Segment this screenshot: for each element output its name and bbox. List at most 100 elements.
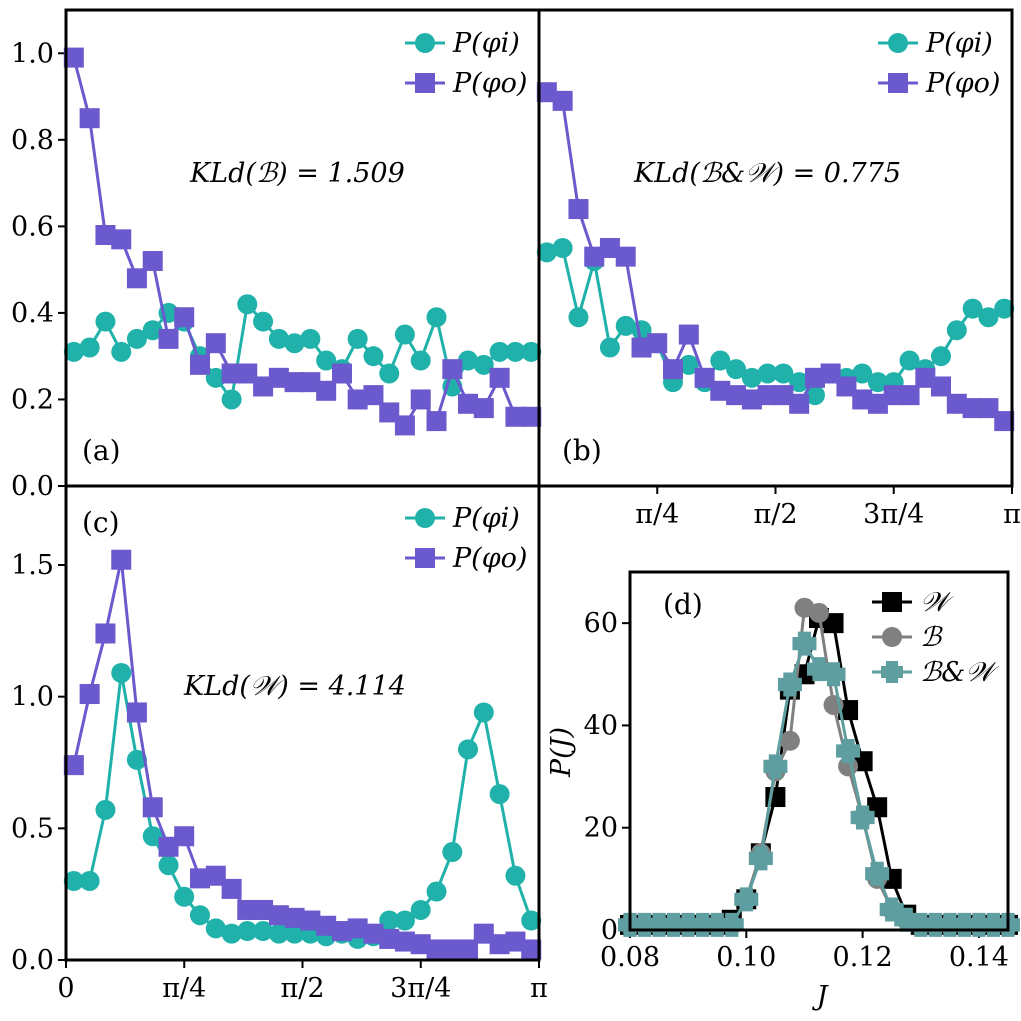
- panel-c-frame: [64, 484, 541, 962]
- panel-d-xtick-label: 0.12: [833, 942, 893, 973]
- panel-a-series-0-point: [394, 324, 415, 345]
- panel-a-series-1-point: [79, 108, 100, 129]
- panel-b-series-1-point: [962, 398, 983, 419]
- panel-d-legend-label-0: 𝒲: [920, 587, 954, 618]
- panel-a-series-1-point: [126, 268, 147, 289]
- panel-a-series-1-point: [221, 363, 242, 384]
- panel-c-series-1-point: [473, 923, 494, 944]
- panel-d-ytick-label: 40: [584, 710, 618, 741]
- panel-a-series-0-point: [95, 311, 116, 332]
- panel-c-ytick-label: 0.5: [11, 813, 54, 844]
- panel-c-series-0-point: [126, 749, 147, 770]
- panel-b-series-1-point: [930, 376, 951, 397]
- panel-a-series-1-point: [95, 225, 116, 246]
- panel-b-label: (b): [562, 434, 602, 467]
- panel-c-series-0-point: [142, 826, 163, 847]
- panel-a-ytick-label: 0.8: [11, 125, 54, 156]
- panel-a-series-0-point: [457, 350, 478, 371]
- panel-a-series-1-point: [237, 363, 258, 384]
- panel-c-series-0-point: [473, 702, 494, 723]
- panel-b-series-0-point: [568, 307, 589, 328]
- panel-c-series-0-point: [221, 923, 242, 944]
- panel-d-series-2-point: [734, 887, 759, 912]
- panel-a-series-0-point: [521, 341, 542, 362]
- panel-b-series-0-point: [741, 367, 762, 388]
- panel-c-series-0-point: [379, 910, 400, 931]
- panel-c-series-1-point: [268, 905, 289, 926]
- panel-c-series-1-point: [379, 928, 400, 949]
- panel-a-series-1-point: [253, 376, 274, 397]
- panel-d-series-1-point: [809, 602, 829, 623]
- panel-a-ytick-label: 1.0: [11, 38, 54, 69]
- panel-a-ytick-label: 0.4: [11, 298, 54, 329]
- panel-a-series-0-point: [284, 333, 305, 354]
- panel-b-series-1-point: [994, 411, 1015, 432]
- panel-a-series-0-point: [63, 341, 84, 362]
- panel-b-series-1-point: [757, 385, 778, 406]
- panel-b-series-1-point: [694, 367, 715, 388]
- panel-c-series-1-point: [95, 623, 116, 644]
- panel-c-series-1-point: [221, 878, 242, 899]
- panel-d-series-2-point: [777, 672, 802, 697]
- panel-c-series-1-point: [505, 931, 526, 952]
- panel-a-series-1-point: [142, 250, 163, 271]
- panel-c: (c) KLd(𝒲) = 4.114 0.0 0.5 1.0 1.5 0 π/4 π/2 3π…: [11, 484, 548, 1004]
- panel-a-series-1-point: [284, 372, 305, 393]
- panel-d-legend-marker-1: [882, 627, 902, 647]
- panel-a-series-1-point: [111, 229, 132, 250]
- panel-c-series-0-point: [284, 923, 305, 944]
- panel-c-xtick-label: 0: [57, 973, 74, 1004]
- panel-b-series-0-point: [789, 372, 810, 393]
- panel-b-series-1-point: [584, 246, 605, 267]
- panel-b-xtick-label: π/2: [753, 499, 797, 530]
- panel-b-frame: [537, 8, 1014, 488]
- panel-a-series-0-point: [410, 350, 431, 371]
- panel-b-series-1-point: [568, 199, 589, 220]
- panel-a-annotation: KLd(ℬ) = 1.509: [189, 158, 405, 189]
- panel-b-series-0-point: [552, 238, 573, 258]
- panel-d-label: (d): [663, 588, 703, 621]
- panel-a-ytick-label: 0.0: [11, 471, 54, 502]
- panel-a-series-1-point: [426, 411, 447, 432]
- panel-b-series-1-point: [836, 376, 857, 397]
- panel-c-series-0-point: [521, 910, 542, 931]
- panel-c-series-1-point: [126, 702, 147, 723]
- panel-a-series-0-point: [473, 354, 494, 375]
- panel-a-series-0-point: [221, 389, 242, 410]
- panel-a-series-0-point: [505, 341, 526, 362]
- panel-d: (d) J P(J) 0 20 40 60 0.08 0.10 0.12 0.14 𝒲ℬ ℬ&𝒲: [546, 570, 1020, 1012]
- panel-c-series-0-point: [426, 881, 447, 902]
- panel-c-legend-marker-0: [415, 508, 435, 528]
- panel-d-series-2-point: [865, 861, 890, 886]
- panel-c-series-1-point: [521, 939, 542, 960]
- panel-a-series-1-point: [205, 333, 226, 354]
- panel-a-series-0-point: [253, 311, 274, 332]
- panel-b-series-1-point: [773, 385, 794, 406]
- panel-c-series-1-point: [174, 826, 195, 847]
- panel-c-series-1-point: [189, 868, 210, 889]
- panel-b-xtick-label: π/4: [635, 499, 679, 530]
- panel-b-series-1-point: [978, 398, 999, 419]
- panel-b-series-1-point: [883, 385, 904, 406]
- panel-a-series-1-point: [316, 380, 337, 401]
- panel-b-series-0-point: [804, 385, 825, 406]
- panel-b-series-0-point: [726, 359, 747, 380]
- panel-c-series-0-point: [95, 799, 116, 820]
- panel-b-series-0-point: [615, 315, 636, 336]
- panel-a-series-0-point: [126, 328, 147, 349]
- panel-b-xtick-label: 3π/4: [863, 499, 924, 530]
- panel-c-legend-label-1: P(φo): [452, 543, 527, 574]
- panel-a-series-1-point: [347, 389, 368, 410]
- panel-c-series-1-point: [158, 836, 179, 857]
- panel-a-series-1-point: [457, 393, 478, 414]
- panel-c-series-0-point: [253, 921, 274, 942]
- panel-b-series-0-point: [678, 354, 699, 375]
- panel-a-series-1-point: [189, 354, 210, 375]
- panel-b-legend-marker-1: [888, 73, 908, 93]
- panel-b-series-1-point: [804, 367, 825, 388]
- panel-d-legend-marker-2: [881, 661, 903, 683]
- panel-b-series-0-point: [710, 350, 731, 371]
- panel-c-series-1-point: [142, 797, 163, 818]
- panel-a-series-0-point: [111, 341, 132, 362]
- panel-b-series-1-point: [899, 385, 920, 406]
